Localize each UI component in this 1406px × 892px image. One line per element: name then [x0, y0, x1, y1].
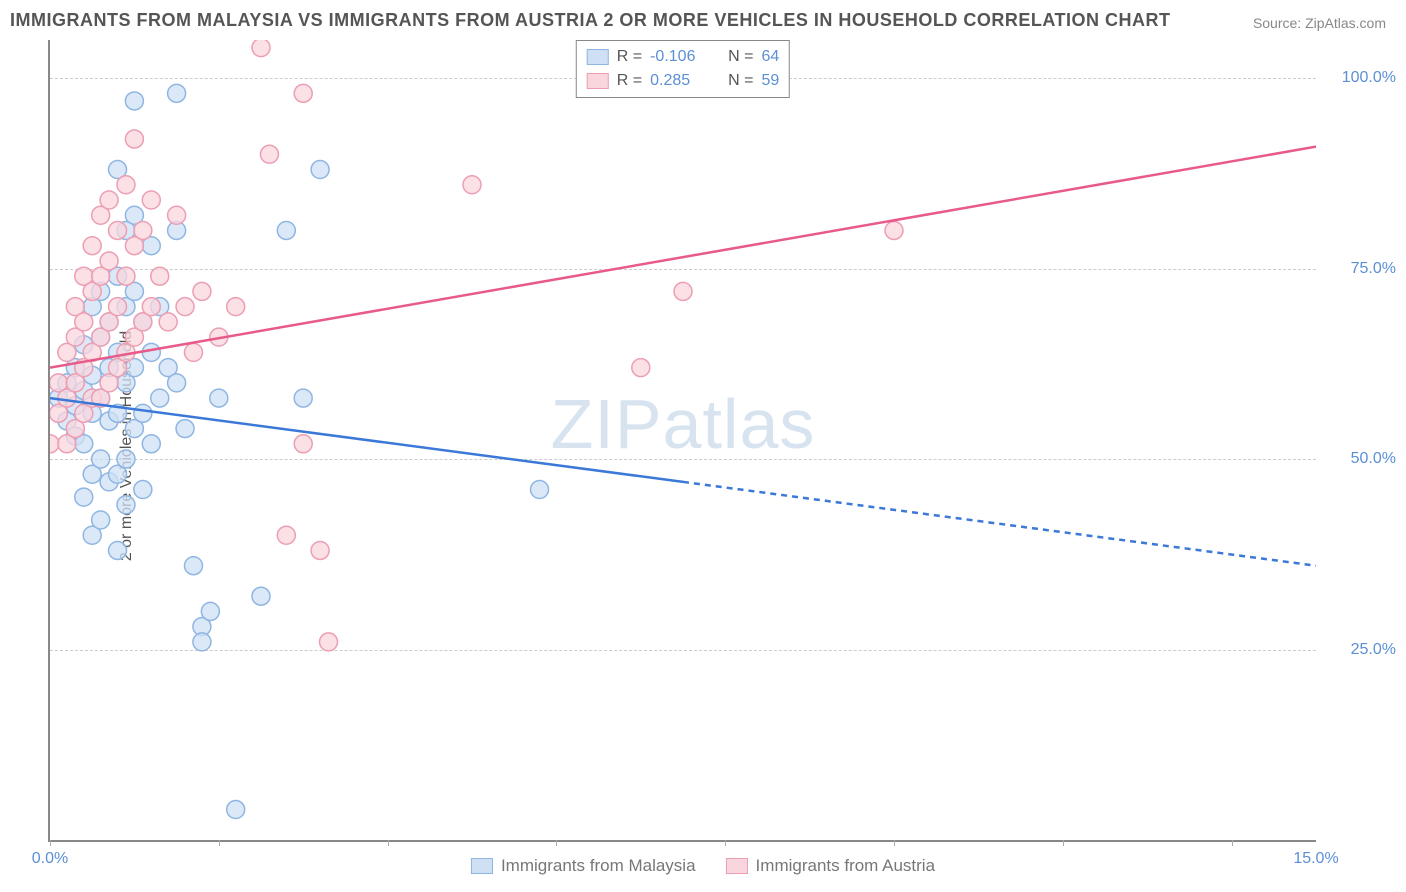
data-point: [75, 313, 93, 331]
data-point: [142, 191, 160, 209]
trend-line: [50, 147, 1316, 368]
data-point: [134, 404, 152, 422]
data-point: [125, 130, 143, 148]
x-tick-mark: [725, 840, 726, 846]
legend-item: Immigrants from Malaysia: [471, 856, 696, 876]
y-tick-label: 50.0%: [1326, 450, 1396, 468]
legend-item: Immigrants from Austria: [726, 856, 936, 876]
data-point: [311, 161, 329, 179]
data-point: [92, 511, 110, 529]
data-point: [311, 541, 329, 559]
data-point: [320, 633, 338, 651]
data-point: [168, 84, 186, 102]
data-point: [184, 557, 202, 575]
data-point: [109, 221, 127, 239]
x-tick-mark: [894, 840, 895, 846]
x-tick-label: 0.0%: [32, 850, 68, 868]
legend-series: Immigrants from Malaysia Immigrants from …: [471, 856, 935, 876]
data-point: [193, 633, 211, 651]
data-point: [294, 84, 312, 102]
x-tick-mark: [50, 840, 51, 846]
legend-swatch: [726, 858, 748, 874]
data-point: [117, 176, 135, 194]
data-point: [463, 176, 481, 194]
data-point: [142, 435, 160, 453]
data-point: [176, 298, 194, 316]
data-point: [151, 267, 169, 285]
data-point: [117, 496, 135, 514]
data-point: [632, 359, 650, 377]
data-point: [531, 481, 549, 499]
data-point: [193, 282, 211, 300]
data-point: [252, 587, 270, 605]
data-point: [125, 92, 143, 110]
data-point: [142, 343, 160, 361]
legend-label: Immigrants from Austria: [756, 856, 936, 876]
legend-stats: R = -0.106 N = 64 R = 0.285 N = 59: [576, 40, 790, 98]
legend-label: Immigrants from Malaysia: [501, 856, 696, 876]
data-point: [260, 145, 278, 163]
data-point: [277, 221, 295, 239]
data-point: [151, 389, 169, 407]
chart-title: IMMIGRANTS FROM MALAYSIA VS IMMIGRANTS F…: [10, 10, 1171, 31]
data-point: [83, 237, 101, 255]
data-point: [159, 313, 177, 331]
r-label: R =: [617, 69, 642, 93]
data-point: [134, 481, 152, 499]
x-tick-mark: [1063, 840, 1064, 846]
y-tick-label: 100.0%: [1326, 69, 1396, 87]
data-point: [674, 282, 692, 300]
trend-line-extrapolated: [683, 482, 1316, 566]
data-point: [885, 221, 903, 239]
n-label: N =: [728, 69, 753, 93]
data-point: [117, 267, 135, 285]
data-point: [210, 389, 228, 407]
data-point: [227, 298, 245, 316]
r-label: R =: [617, 45, 642, 69]
data-point: [252, 40, 270, 57]
data-point: [294, 389, 312, 407]
data-point: [100, 191, 118, 209]
plot-area: ZIPatlas R = -0.106N = 64R = 0.285N = 59…: [48, 40, 1316, 842]
data-point: [142, 298, 160, 316]
x-tick-mark: [388, 840, 389, 846]
data-point: [134, 221, 152, 239]
data-point: [176, 420, 194, 438]
n-label: N =: [728, 45, 753, 69]
n-value: 59: [761, 69, 779, 93]
data-point: [294, 435, 312, 453]
x-tick-mark: [1232, 840, 1233, 846]
data-point: [117, 450, 135, 468]
x-tick-mark: [219, 840, 220, 846]
legend-stat-row: R = -0.106 N = 64: [587, 45, 779, 69]
data-point: [168, 206, 186, 224]
data-point: [201, 602, 219, 620]
data-point: [109, 298, 127, 316]
scatter-svg: [50, 40, 1316, 840]
n-value: 64: [761, 45, 779, 69]
legend-stat-row: R = 0.285 N = 59: [587, 69, 779, 93]
data-point: [100, 252, 118, 270]
legend-swatch: [587, 73, 609, 89]
data-point: [92, 450, 110, 468]
chart-container: { "title": "IMMIGRANTS FROM MALAYSIA VS …: [0, 0, 1406, 892]
data-point: [168, 374, 186, 392]
data-point: [227, 801, 245, 819]
data-point: [184, 343, 202, 361]
y-tick-label: 25.0%: [1326, 641, 1396, 659]
x-tick-mark: [556, 840, 557, 846]
data-point: [75, 488, 93, 506]
legend-swatch: [471, 858, 493, 874]
data-point: [109, 541, 127, 559]
y-tick-label: 75.0%: [1326, 260, 1396, 278]
data-point: [277, 526, 295, 544]
legend-swatch: [587, 49, 609, 65]
source-attribution: Source: ZipAtlas.com: [1253, 15, 1386, 31]
r-value: -0.106: [650, 45, 710, 69]
x-tick-label: 15.0%: [1293, 850, 1338, 868]
r-value: 0.285: [650, 69, 710, 93]
